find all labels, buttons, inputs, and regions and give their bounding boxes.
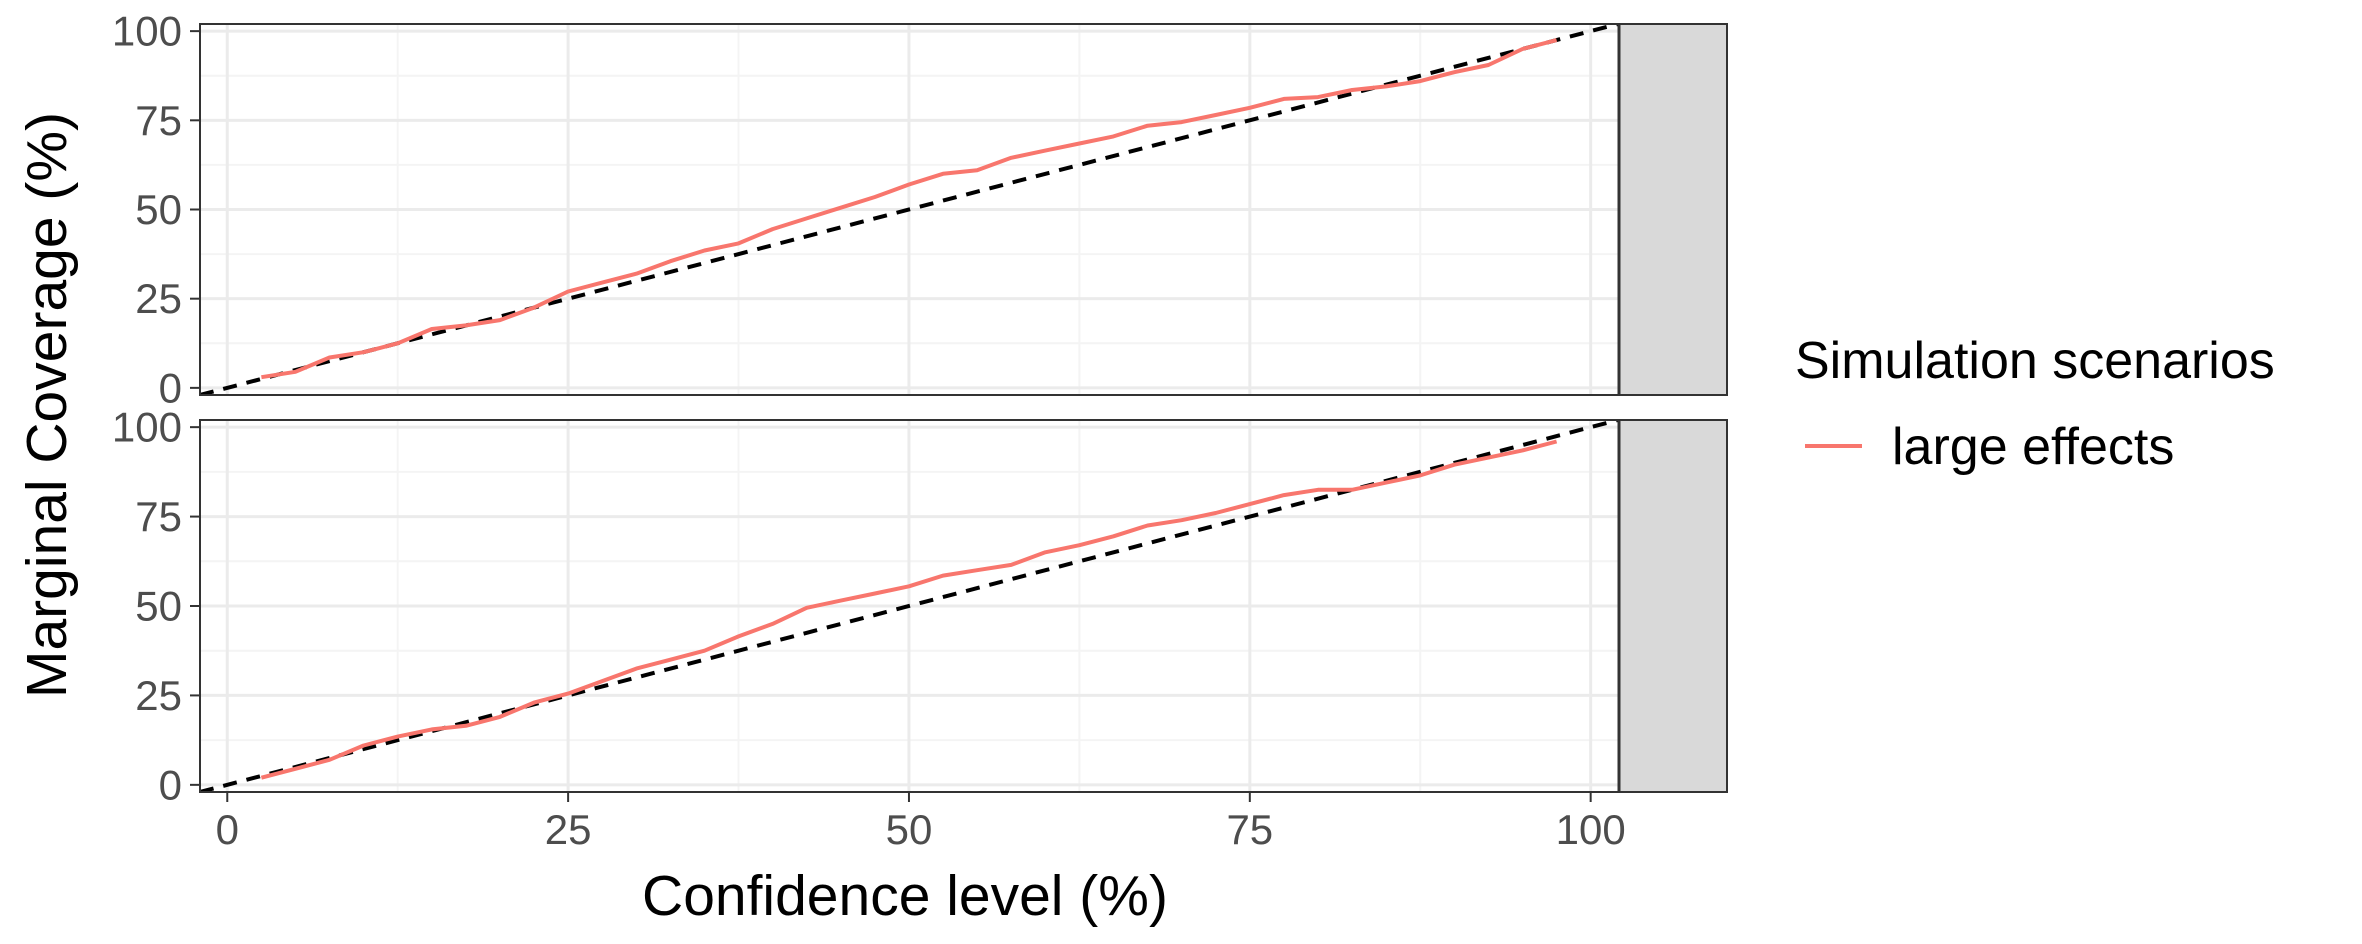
y-tick-label: 100 — [112, 404, 182, 451]
x-tick-label: 100 — [1556, 806, 1626, 853]
series-line-large-effects — [260, 439, 1558, 780]
y-tick-label: 25 — [135, 672, 182, 719]
x-tick-label: 75 — [1226, 806, 1273, 853]
facet-strip-background — [1619, 420, 1727, 792]
y-tick-label: 100 — [112, 8, 182, 55]
panel-1: Mondrian ICP 0 25 50 75 100 — [112, 404, 1728, 808]
facet-strip: Mondrian ICP — [1619, 420, 1727, 792]
facet-strip: ICP — [1619, 24, 1727, 395]
x-axis: 0 25 50 75 100 — [216, 792, 1626, 853]
y-tick-label: 50 — [135, 186, 182, 233]
y-tick-label: 75 — [135, 97, 182, 144]
y-tick-label: 50 — [135, 583, 182, 630]
legend-title: Simulation scenarios — [1795, 332, 2275, 390]
x-tick-label: 0 — [216, 806, 239, 853]
legend: Simulation scenarios large effects — [1795, 332, 2275, 476]
series-line-large-effects — [261, 38, 1558, 380]
y-tick-label: 25 — [135, 275, 182, 322]
x-tick-label: 25 — [545, 806, 592, 853]
y-tick-label: 0 — [159, 364, 182, 411]
facet-strip-background — [1619, 24, 1727, 395]
facet-panels: ICP 0 25 50 75 100 Mondrian ICP 0 25 50 75 100 — [112, 8, 1728, 808]
y-tick-label: 0 — [159, 761, 182, 808]
x-tick-label: 50 — [886, 806, 933, 853]
x-axis-title: Confidence level (%) — [642, 864, 1168, 928]
y-tick-label: 75 — [135, 493, 182, 540]
legend-label-large-effects: large effects — [1892, 418, 2174, 476]
panel-0: ICP 0 25 50 75 100 — [112, 8, 1728, 411]
y-axis-title: Marginal Coverage (%) — [15, 112, 79, 698]
